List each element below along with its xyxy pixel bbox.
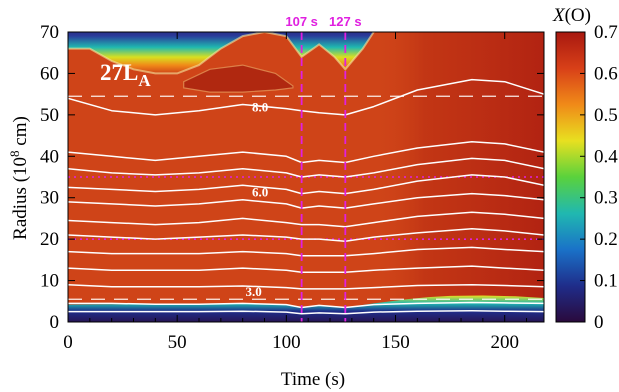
x-axis-label: Time (s)	[281, 369, 345, 390]
mass-contour-line	[68, 301, 544, 309]
mass-contour-line	[68, 310, 544, 315]
colorbar-tick-label: 0.5	[594, 105, 618, 126]
outer-envelope-rim	[68, 32, 376, 75]
contour-label: 6.0	[252, 185, 268, 200]
colorbar-tick-label: 0.6	[594, 63, 618, 84]
mass-contour-line	[68, 78, 544, 116]
mass-contour-line	[68, 157, 544, 178]
x-tick-label: 0	[63, 332, 73, 353]
contour-labels: 8.0 6.0 3.0	[245, 99, 268, 299]
colorbar: 0 0.1 0.2 0.3 0.4 0.5 0.6 0.7 X(O)	[552, 5, 618, 333]
shell-bubble-region	[183, 64, 294, 93]
y-tick-label: 70	[40, 22, 59, 43]
y-axis-label: Radius (108 cm)	[7, 116, 31, 240]
mass-contours	[68, 78, 544, 315]
y-tick-label: 60	[40, 63, 59, 84]
colorbar-title: X(O)	[552, 5, 591, 26]
mass-contour-line	[68, 283, 544, 290]
y-tick-label: 0	[50, 312, 60, 333]
heatmap-late-time-region	[373, 32, 544, 310]
time-marker-label: 127 s	[329, 14, 362, 29]
panel-label: 27LA	[100, 60, 151, 90]
colorbar-gradient	[555, 31, 586, 323]
mass-contour-line	[68, 265, 544, 274]
x-tick-label: 200	[490, 332, 519, 353]
mass-contour-line	[68, 228, 544, 242]
time-marker-label: 107 s	[285, 14, 318, 29]
contour-label: 8.0	[252, 99, 268, 114]
colorbar-ticks: 0 0.1 0.2 0.3 0.4 0.5 0.6 0.7	[580, 22, 618, 333]
colorbar-tick-label: 0.4	[594, 146, 618, 167]
mass-contour-line	[68, 174, 544, 195]
core-region	[68, 295, 544, 322]
mass-contour-line	[68, 141, 544, 164]
plot-area	[68, 32, 544, 322]
y-tick-label: 40	[40, 146, 59, 167]
y-tick-label: 20	[40, 229, 59, 250]
time-markers	[300, 32, 347, 322]
mass-contour-line	[68, 192, 544, 209]
plot-frame	[67, 31, 545, 323]
time-marker-labels: 107 s 127 s	[285, 14, 361, 29]
axis-ticks: 0 50 100 150 200 0 10 20 30 40 50 60 70	[40, 22, 544, 353]
colorbar-tick-label: 0	[594, 312, 604, 333]
colorbar-tick-label: 0.2	[594, 229, 618, 250]
y-tick-label: 10	[40, 271, 59, 292]
colorbar-tick-label: 0.7	[594, 22, 618, 43]
colorbar-tick-label: 0.1	[594, 271, 618, 292]
mass-contour-line	[68, 246, 544, 257]
x-tick-label: 50	[168, 332, 187, 353]
contour-label: 3.0	[245, 284, 261, 299]
mass-contour-line	[68, 211, 544, 228]
y-tick-label: 30	[40, 188, 59, 209]
x-tick-label: 150	[381, 332, 410, 353]
x-tick-label: 100	[272, 332, 301, 353]
colorbar-tick-label: 0.3	[594, 188, 618, 209]
outer-envelope-region	[68, 32, 374, 74]
y-tick-label: 50	[40, 105, 59, 126]
